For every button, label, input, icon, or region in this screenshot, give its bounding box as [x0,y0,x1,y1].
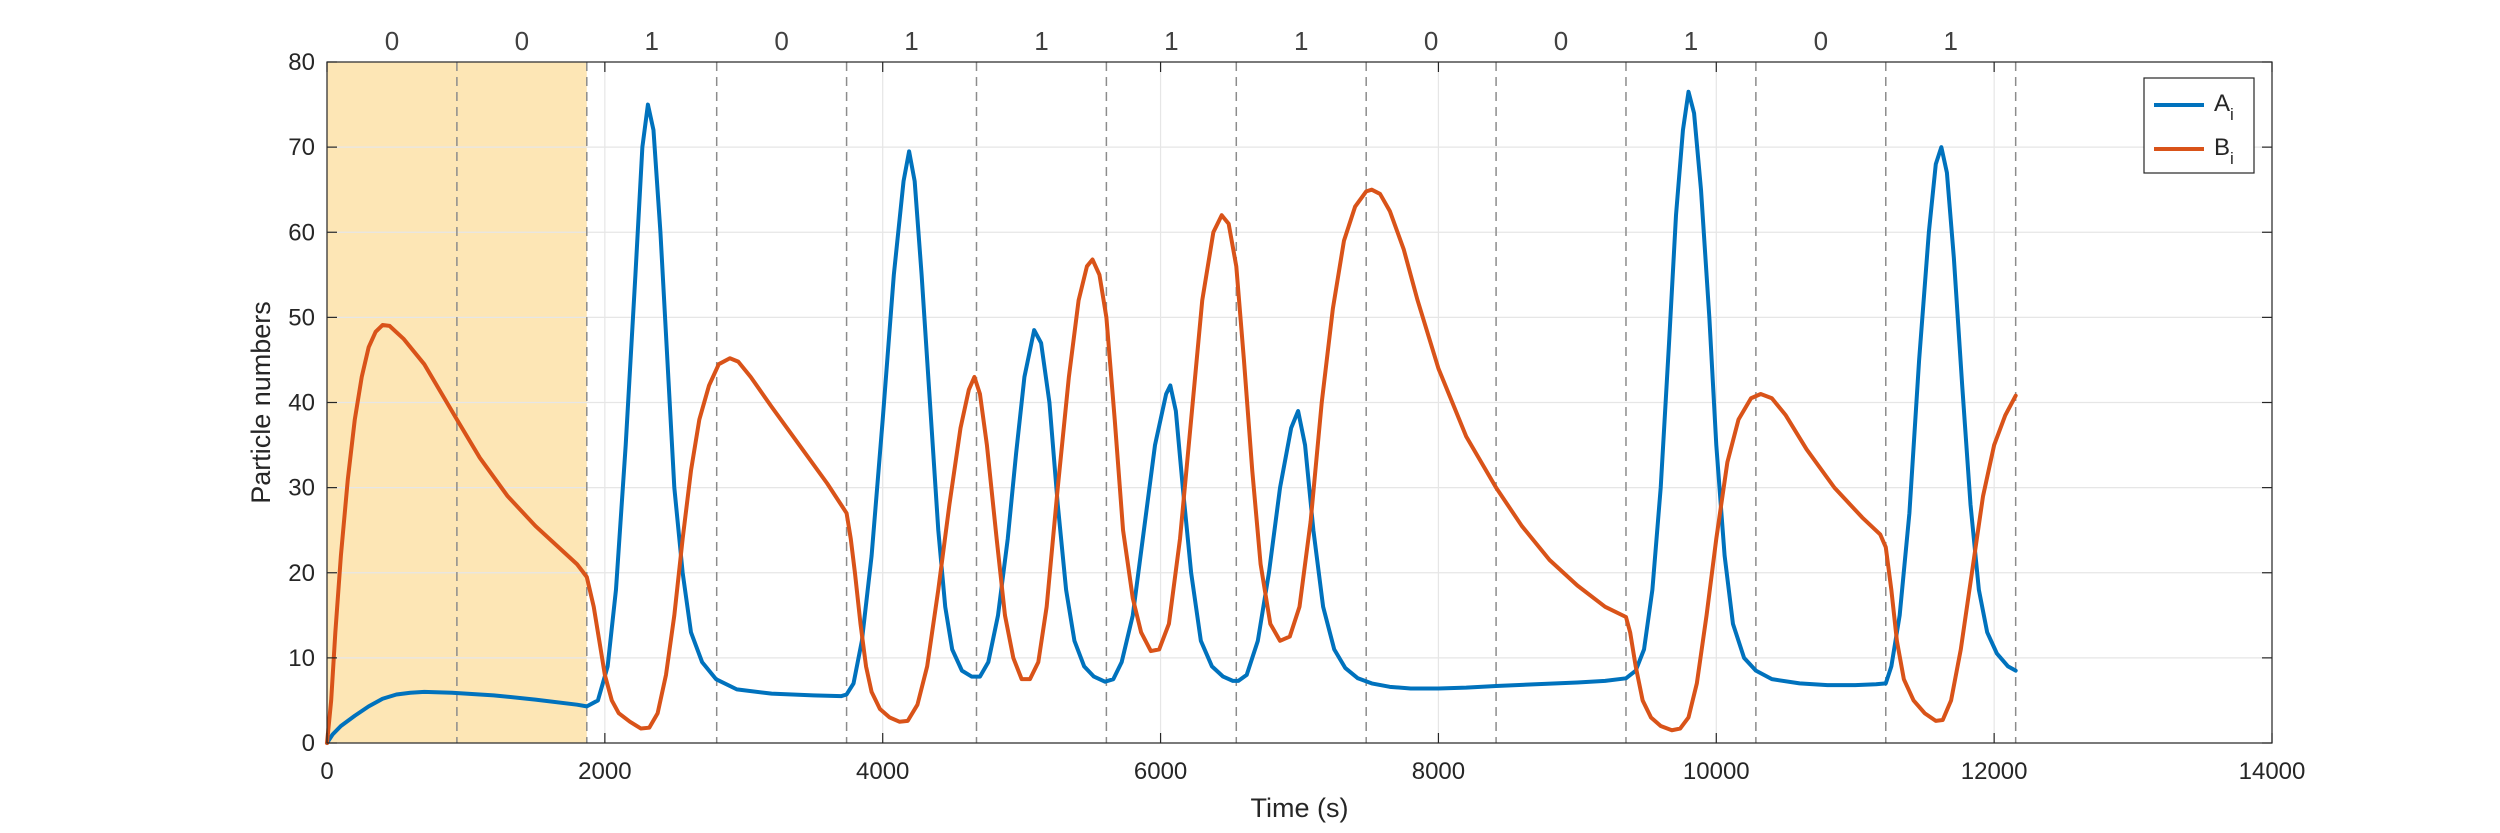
series-line-B [325,187,2018,745]
segment-label: 1 [1034,26,1048,56]
series-line-A [325,89,2018,745]
x-tick-label: 8000 [1412,758,1465,785]
x-tick-label: 0 [320,758,333,785]
legend-label-A: Ai [2214,90,2234,124]
segment-label: 1 [1684,26,1698,56]
y-tick-label: 30 [288,475,315,502]
segment-labels: 0 0 1 0 1 1 1 1 0 0 1 0 1 [385,26,1958,56]
segment-label: 0 [1424,26,1438,56]
y-tick-label: 70 [288,134,315,161]
x-tick-label: 10000 [1683,758,1750,785]
y-axis-ticks: 0 10 20 30 40 50 60 70 80 [288,49,2272,757]
segment-label: 1 [1943,26,1957,56]
y-tick-label: 80 [288,49,315,76]
series-lines [325,89,2018,745]
segment-boundaries [456,62,2017,743]
x-tick-label: 14000 [2239,758,2306,785]
y-tick-label: 20 [288,560,315,587]
segment-label: 1 [1164,26,1178,56]
x-axis-label: Time (s) [1251,793,1349,823]
y-axis-label: Particle numbers [246,301,276,504]
segment-label: 0 [385,26,399,56]
legend: Ai Bi [2143,77,2255,174]
x-tick-label: 4000 [856,758,909,785]
segment-label: 1 [645,26,659,56]
legend-label-B: Bi [2214,134,2234,168]
segment-label: 0 [774,26,788,56]
y-tick-label: 0 [302,730,315,757]
segment-label: 0 [1554,26,1568,56]
y-tick-label: 10 [288,645,315,672]
segment-label: 1 [904,26,918,56]
x-tick-label: 12000 [1961,758,2028,785]
legend-subscript: i [2230,105,2234,124]
x-tick-label: 6000 [1134,758,1187,785]
y-tick-label: 60 [288,219,315,246]
x-axis-ticks: 0 2000 4000 6000 8000 10000 12000 14000 [320,62,2305,785]
y-tick-label: 40 [288,390,315,417]
y-tick-label: 50 [288,304,315,331]
segment-label: 0 [1814,26,1828,56]
segment-label: 1 [1294,26,1308,56]
x-tick-label: 2000 [578,758,631,785]
legend-subscript: i [2230,149,2234,168]
legend-box [2143,77,2255,174]
segment-label: 0 [515,26,529,56]
